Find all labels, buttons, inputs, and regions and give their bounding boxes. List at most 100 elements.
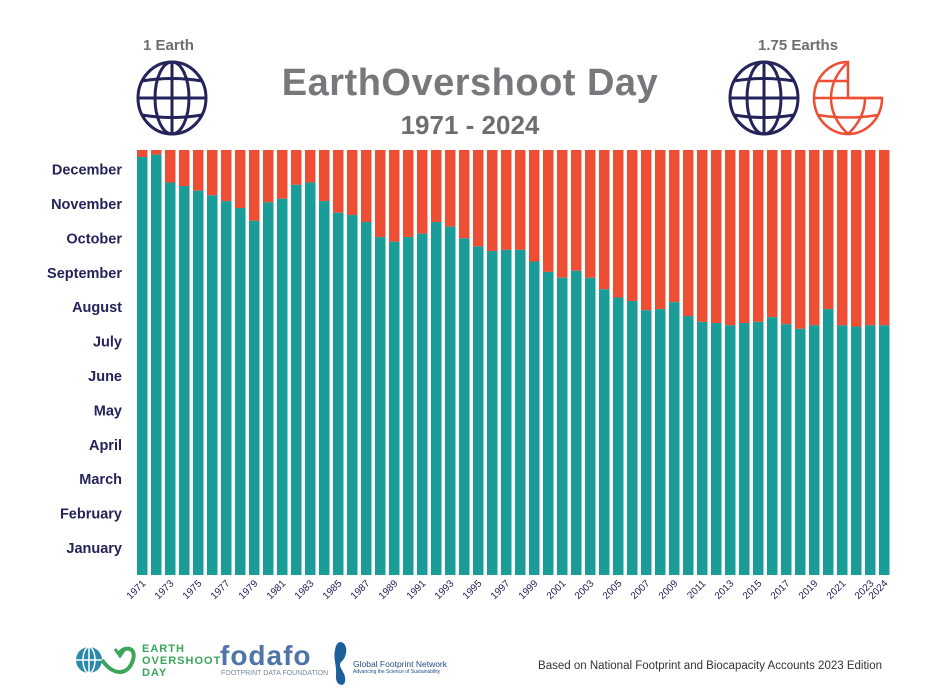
source-note: Based on National Footprint and Biocapac… xyxy=(538,660,882,672)
eod-logo-line: DAY xyxy=(142,667,168,679)
x-tick-label: 2007 xyxy=(629,578,653,602)
y-tick-label: June xyxy=(88,369,122,385)
y-tick-label: December xyxy=(52,163,122,179)
budget-bar-2018 xyxy=(795,328,806,575)
x-tick-label: 2003 xyxy=(573,578,597,602)
budget-bar-1976 xyxy=(207,195,218,576)
budget-bar-1990 xyxy=(403,237,414,576)
y-tick-label: March xyxy=(79,472,122,488)
overshoot-bar-1988 xyxy=(375,150,386,238)
globe-icon xyxy=(136,60,208,136)
overshoot-bar-2020 xyxy=(823,150,834,310)
budget-bar-2006 xyxy=(627,300,638,575)
x-tick-label: 2013 xyxy=(713,578,737,602)
overshoot-bar-2002 xyxy=(571,150,582,271)
budget-bar-2012 xyxy=(711,323,722,575)
budget-bar-2022 xyxy=(851,326,862,575)
budget-bar-2019 xyxy=(809,325,820,575)
overshoot-bar-2003 xyxy=(585,150,596,278)
earths-needed-label: 1.75 Earths xyxy=(758,37,839,54)
budget-bar-2002 xyxy=(571,270,582,575)
budget-bar-2004 xyxy=(599,289,610,575)
budget-bar-1987 xyxy=(361,221,372,575)
budget-bar-1984 xyxy=(319,201,330,575)
overshoot-bar-2007 xyxy=(641,150,652,311)
x-tick-label: 1999 xyxy=(517,578,541,602)
budget-bar-2007 xyxy=(641,310,652,575)
fodafo-logo: fodafo xyxy=(220,640,312,671)
overshoot-bar-2013 xyxy=(725,150,736,326)
budget-bar-2001 xyxy=(557,277,568,575)
overshoot-bar-1990 xyxy=(403,150,414,238)
overshoot-bar-2022 xyxy=(851,150,862,327)
overshoot-bar-2005 xyxy=(613,150,624,298)
budget-bar-1989 xyxy=(389,241,400,575)
overshoot-bar-1973 xyxy=(165,150,176,183)
overshoot-bar-1977 xyxy=(221,150,232,202)
overshoot-bar-1982 xyxy=(291,150,302,185)
overshoot-bar-1998 xyxy=(515,150,526,250)
x-tick-label: 1995 xyxy=(461,578,485,602)
overshoot-bar-2023 xyxy=(865,150,876,326)
overshoot-bar-2001 xyxy=(557,150,568,278)
y-tick-label: October xyxy=(66,231,122,247)
overshoot-bar-1974 xyxy=(179,150,190,186)
budget-bar-2005 xyxy=(613,297,624,575)
eod-logo-line: EARTH xyxy=(142,643,185,655)
budget-bar-2017 xyxy=(781,324,792,575)
overshoot-bar-1995 xyxy=(473,150,484,247)
x-tick-label: 1997 xyxy=(489,578,513,602)
budget-bar-2008 xyxy=(655,309,666,575)
overshoot-bar-2011 xyxy=(697,150,708,322)
x-tick-label: 2001 xyxy=(545,578,569,602)
y-tick-label: November xyxy=(51,197,122,213)
budget-bar-1995 xyxy=(473,246,484,576)
budget-bar-1983 xyxy=(305,182,316,575)
budget-bar-2024 xyxy=(879,325,890,575)
x-tick-label: 2019 xyxy=(797,578,821,602)
overshoot-bar-1991 xyxy=(417,150,428,234)
x-tick-label: 1979 xyxy=(237,578,261,602)
overshoot-bar-1989 xyxy=(389,150,400,242)
overshoot-bar-2017 xyxy=(781,150,792,325)
y-tick-label: February xyxy=(60,507,122,523)
overshoot-bar-1978 xyxy=(235,150,246,209)
overshoot-bar-1976 xyxy=(207,150,218,196)
overshoot-bar-2010 xyxy=(683,150,694,317)
budget-bar-1993 xyxy=(445,226,456,575)
overshoot-bar-2016 xyxy=(767,150,778,318)
overshoot-bar-1993 xyxy=(445,150,456,227)
x-tick-label: 1973 xyxy=(153,578,177,602)
budget-bar-2016 xyxy=(767,317,778,575)
overshoot-bar-1997 xyxy=(501,150,512,250)
x-tick-label: 1991 xyxy=(405,578,429,602)
overshoot-bar-2014 xyxy=(739,150,750,324)
infinity-globe-icon xyxy=(76,646,136,674)
overshoot-bar-2012 xyxy=(711,150,722,324)
y-tick-label: April xyxy=(89,438,122,454)
x-tick-label: 2009 xyxy=(657,578,681,602)
budget-bar-2003 xyxy=(585,277,596,575)
budget-bar-1979 xyxy=(249,220,260,576)
gfn-logo-text: Global Footprint Network xyxy=(353,659,448,669)
budget-bar-2011 xyxy=(697,321,708,575)
footprint-icon xyxy=(334,642,347,685)
y-tick-label: May xyxy=(94,403,122,419)
y-tick-label: January xyxy=(66,541,122,557)
budget-bar-2013 xyxy=(725,325,736,575)
x-tick-label: 2021 xyxy=(825,578,849,602)
overshoot-bar-1996 xyxy=(487,150,498,252)
earth-overshoot-day-logo xyxy=(73,640,168,680)
overshoot-bar-1979 xyxy=(249,150,260,221)
overshoot-bar-1994 xyxy=(459,150,470,239)
x-tick-label: 1985 xyxy=(321,578,345,602)
budget-bar-1981 xyxy=(277,198,288,575)
overshoot-bar-1980 xyxy=(263,150,274,203)
x-tick-label: 1981 xyxy=(265,578,289,602)
x-tick-label: 1977 xyxy=(209,578,233,602)
overshoot-bar-2009 xyxy=(669,150,680,303)
budget-bar-1996 xyxy=(487,251,498,575)
x-tick-label: 1971 xyxy=(125,578,149,602)
y-tick-label: August xyxy=(72,300,122,316)
budget-bar-1986 xyxy=(347,215,358,575)
